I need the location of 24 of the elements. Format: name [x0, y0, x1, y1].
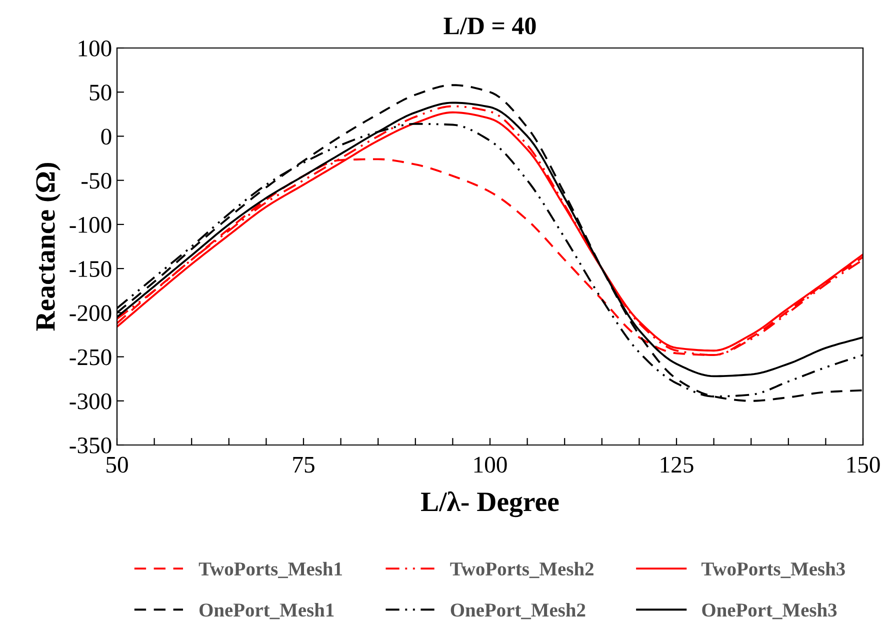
y-tick-label: 100 — [78, 40, 112, 56]
chart-title: L/D = 40 — [444, 17, 536, 34]
x-tick-label: 100 — [474, 456, 507, 473]
y-tick-label: -200 — [70, 305, 112, 322]
y-tick-label: -300 — [70, 393, 112, 410]
y-tick-label: 50 — [90, 84, 112, 101]
y-tick-label: 0 — [101, 128, 112, 145]
x-tick-label: 150 — [847, 456, 880, 473]
y-axis-title: Reactance (Ω) — [35, 162, 61, 331]
legend-label: TwoPorts_Mesh3 — [702, 562, 845, 578]
legend-label: OnePort_Mesh2 — [450, 602, 586, 620]
legend-label: TwoPorts_Mesh1 — [198, 562, 342, 578]
y-tick-label: -350 — [70, 437, 112, 454]
y-tick-label: -100 — [70, 216, 112, 233]
y-tick-label: -250 — [70, 349, 112, 366]
y-tick-label: -150 — [70, 261, 112, 277]
x-tick-label: 75 — [293, 457, 314, 473]
y-tick-label: -50 — [82, 172, 112, 189]
legend-label: TwoPorts_Mesh2 — [450, 562, 594, 578]
legend-label: OnePort_Mesh3 — [702, 602, 837, 620]
x-tick-label: 125 — [660, 456, 694, 473]
x-tick-label: 50 — [106, 456, 128, 473]
legend-label: OnePort_Mesh1 — [200, 602, 334, 620]
x-axis-title: L/λ- Degree — [421, 491, 559, 518]
